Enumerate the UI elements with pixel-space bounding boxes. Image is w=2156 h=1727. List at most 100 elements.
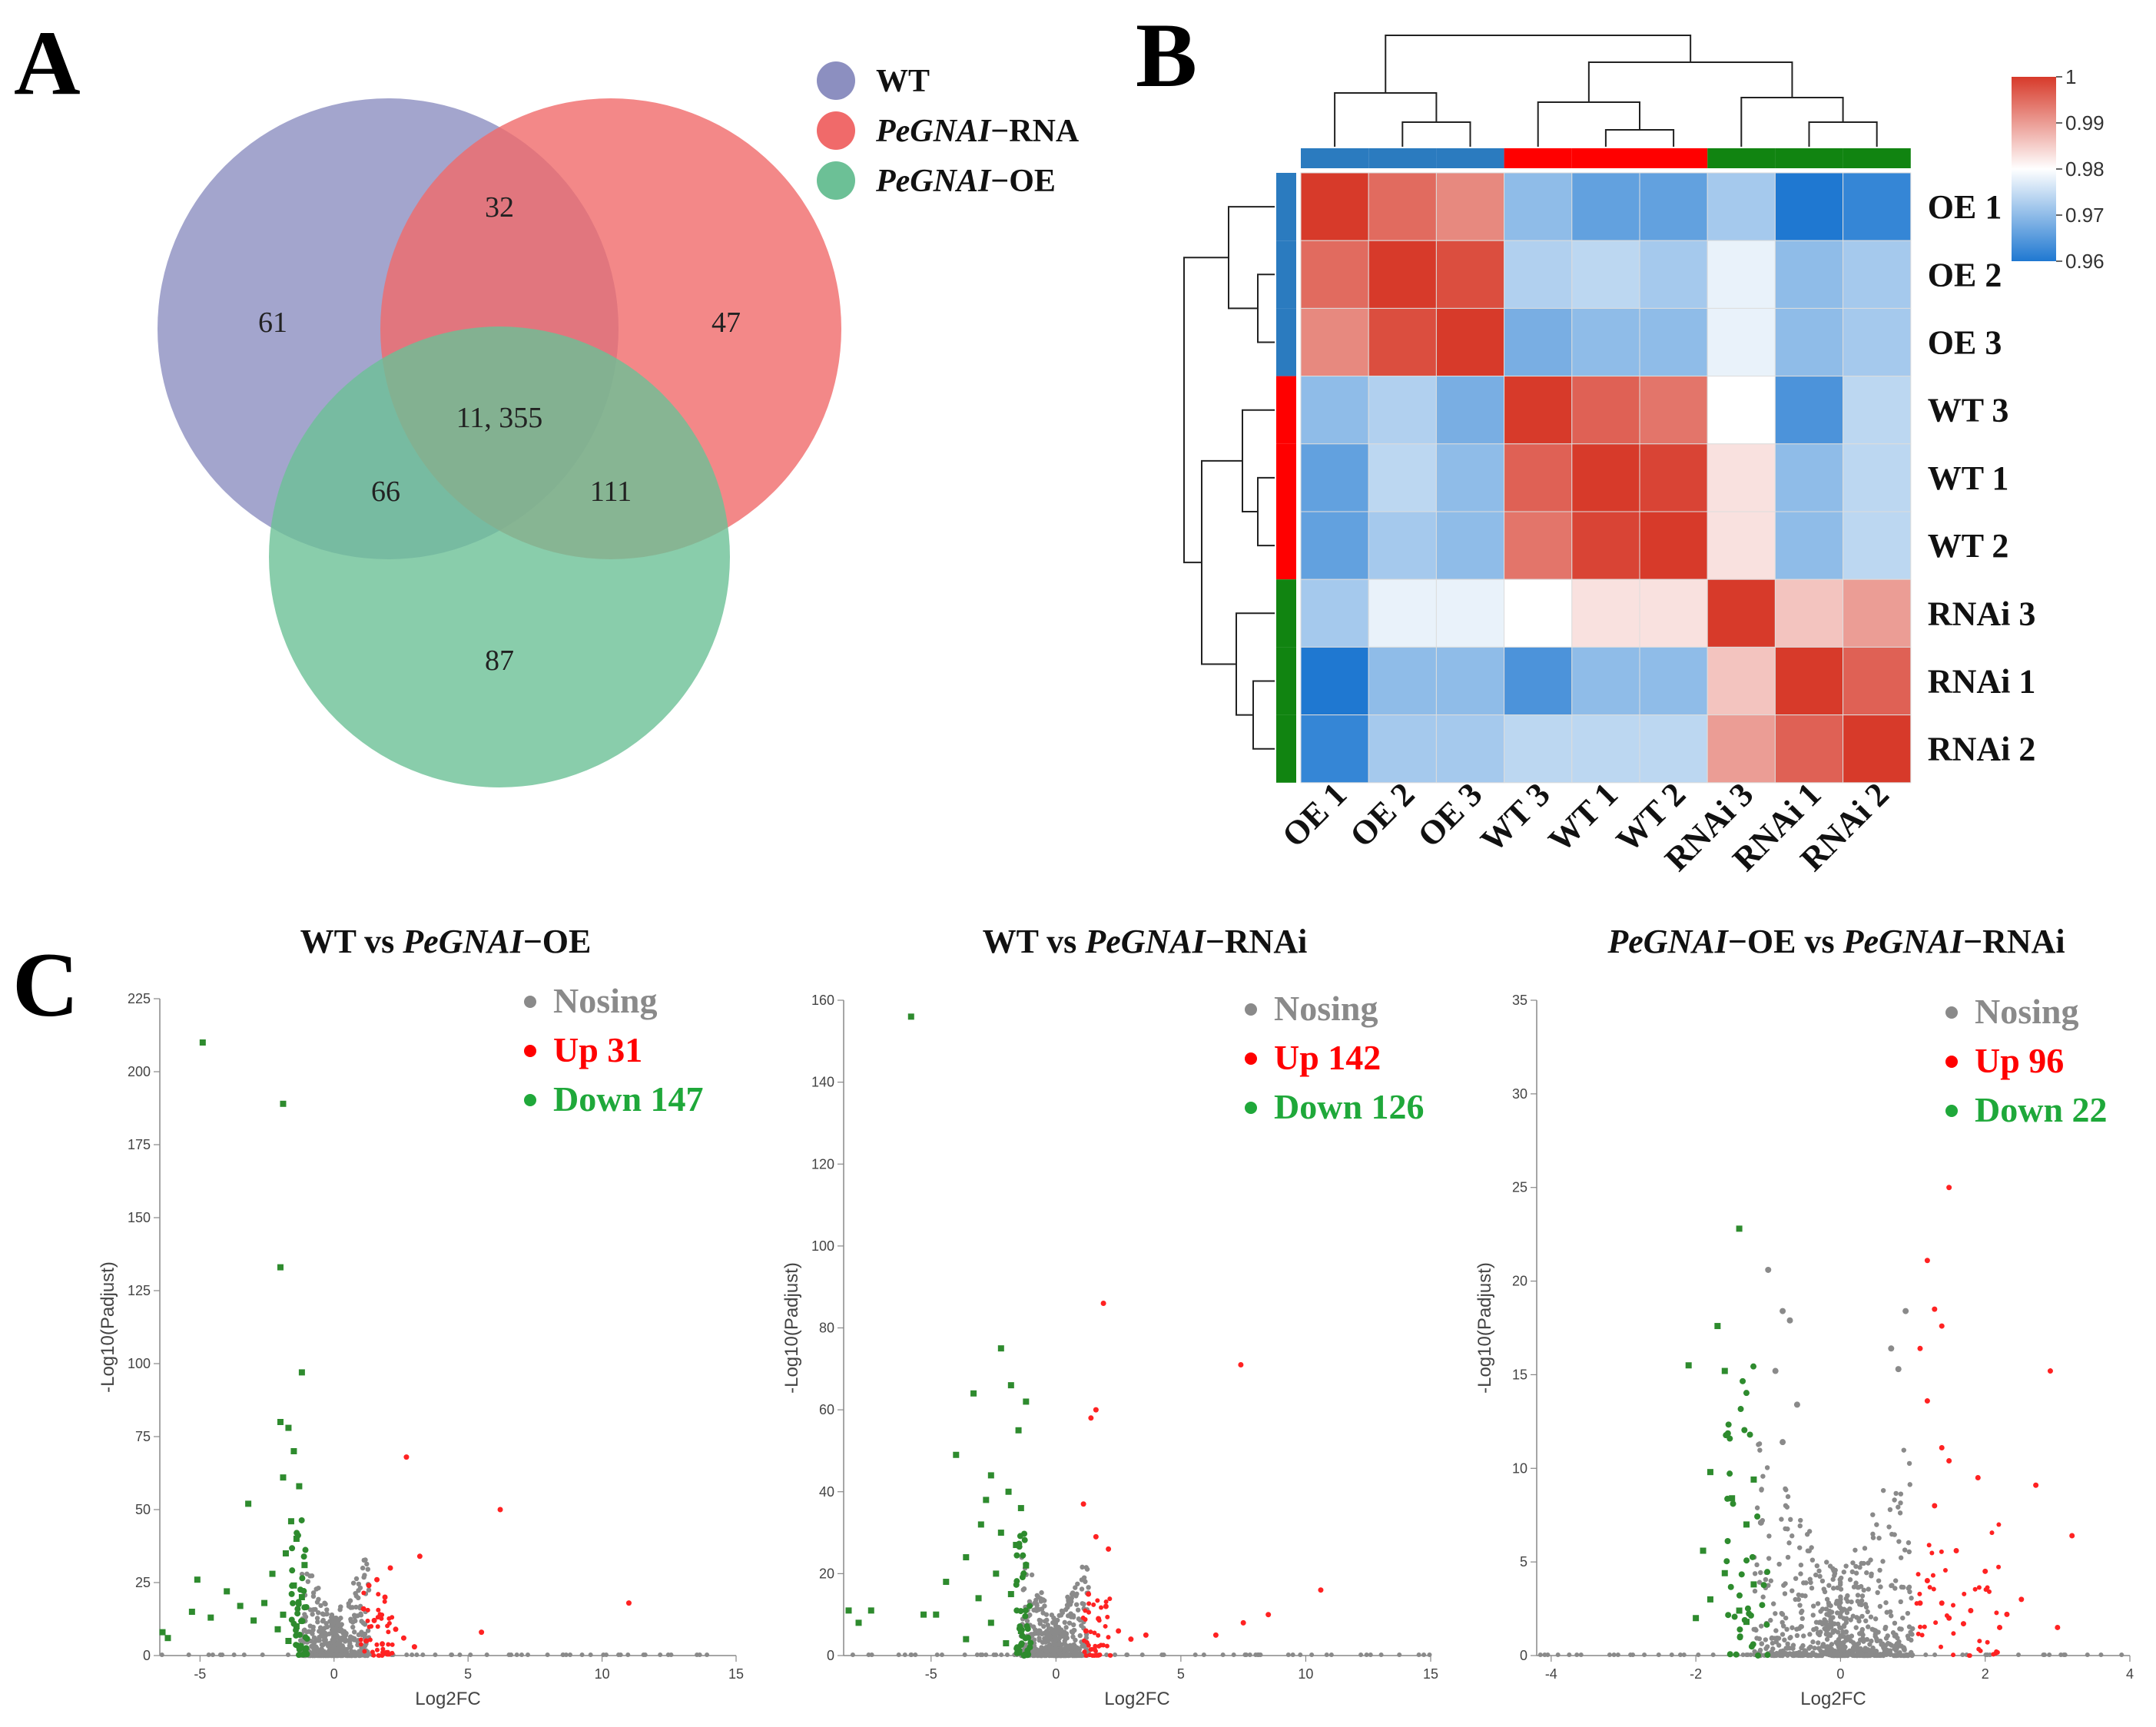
ns-point (1830, 1586, 1836, 1591)
up-point (375, 1624, 380, 1629)
heatmap-cell (1774, 307, 1844, 377)
ns-point (1037, 1617, 1042, 1623)
ns-point (1797, 1603, 1803, 1608)
ns-point (2061, 1652, 2067, 1657)
ns-point (1798, 1571, 1803, 1576)
heatmap-cell (1774, 646, 1844, 716)
row-group-bar (1276, 308, 1296, 376)
ns-point (1779, 1652, 1784, 1657)
ns-point (1059, 1633, 1064, 1639)
ns-point (1889, 1583, 1895, 1588)
down-point (300, 1651, 307, 1658)
ns-point (1824, 1596, 1830, 1602)
ns-point (350, 1605, 355, 1610)
down-point (1736, 1592, 1743, 1599)
ns-point (1799, 1624, 1805, 1629)
ns-point (310, 1627, 316, 1633)
ns-point (1847, 1606, 1853, 1612)
ns-point (1902, 1647, 1907, 1652)
down-point (299, 1575, 306, 1582)
down-point (288, 1590, 295, 1597)
ns-point (1859, 1613, 1865, 1619)
ns-point (1892, 1586, 1898, 1591)
ns-point (1801, 1580, 1806, 1586)
ns-point (1829, 1642, 1835, 1647)
down-point (1707, 1596, 1713, 1603)
down-point (1748, 1643, 1755, 1650)
up-point (1240, 1619, 1246, 1626)
ns-point (1838, 1599, 1843, 1606)
up-point (1996, 1522, 2002, 1527)
up-point (1927, 1585, 1932, 1590)
heatmap-cell (1571, 443, 1640, 512)
up-point (1946, 1185, 1952, 1191)
ns-point (1772, 1367, 1779, 1374)
ns-point (360, 1632, 365, 1638)
ns-point (1043, 1646, 1049, 1651)
down-point (1731, 1613, 1738, 1620)
ns-point (366, 1587, 372, 1593)
ns-point (1567, 1652, 1572, 1657)
up-point (379, 1616, 384, 1621)
ns-point (318, 1603, 323, 1609)
up-point (1951, 1631, 1956, 1636)
ns-point (1874, 1652, 1879, 1659)
ns-point (1843, 1596, 1849, 1602)
down-point (294, 1610, 301, 1617)
heatmap-cell (1435, 714, 1505, 784)
ns-point (1201, 1652, 1206, 1657)
ns-point (1836, 1636, 1842, 1642)
ns-point (1788, 1517, 1793, 1523)
ns-point (1827, 1563, 1833, 1569)
ns-point (1892, 1578, 1899, 1583)
heatmap-cell (1843, 511, 1912, 580)
ns-point (1253, 1652, 1259, 1657)
heatmap-cell (1300, 172, 1369, 241)
ns-point (1815, 1601, 1821, 1606)
ns-point (1752, 1588, 1758, 1594)
ns-point (1053, 1652, 1058, 1659)
ns-point (1768, 1578, 1774, 1583)
heatmap-cell (1843, 172, 1912, 241)
heatmap-cell (1639, 646, 1708, 716)
heatmap-cell (1639, 172, 1708, 241)
venn-count-rna-only: 47 (711, 307, 741, 339)
ns-point (1817, 1652, 1823, 1659)
ns-point (1800, 1642, 1806, 1649)
ns-point (1763, 1637, 1769, 1642)
top-dendrogram-link (1334, 92, 1438, 147)
up-point (1932, 1306, 1938, 1312)
y-tick-label: 100 (128, 1356, 151, 1371)
down-point (1024, 1626, 1031, 1633)
down-point (188, 1609, 195, 1615)
ns-point (519, 1652, 524, 1657)
ns-point (1765, 1266, 1772, 1273)
ns-point (1870, 1531, 1876, 1537)
ns-point (939, 1652, 944, 1657)
up-point (1103, 1603, 1109, 1609)
ns-point (1853, 1580, 1859, 1586)
ns-point (1656, 1652, 1661, 1657)
up-point (1953, 1548, 1959, 1554)
ns-point (310, 1593, 317, 1599)
down-point (298, 1369, 305, 1376)
ns-point (1040, 1597, 1046, 1603)
down-point (299, 1618, 306, 1625)
ns-point (1798, 1562, 1804, 1568)
ns-point (358, 1611, 363, 1616)
ns-point (1862, 1602, 1869, 1607)
ns-point (1888, 1345, 1895, 1352)
title-italic: PeGNAI (1843, 923, 1965, 960)
row-group-bar (1276, 512, 1296, 580)
ns-point (1786, 1540, 1792, 1546)
heatmap-cell (1774, 240, 1844, 309)
ns-point (1897, 1626, 1902, 1632)
ns-point (1874, 1522, 1879, 1527)
ns-point (260, 1652, 265, 1657)
up-point (1318, 1587, 1324, 1593)
ns-point (603, 1652, 609, 1657)
up-point (1996, 1564, 2002, 1570)
y-tick-label: 20 (1512, 1274, 1527, 1289)
